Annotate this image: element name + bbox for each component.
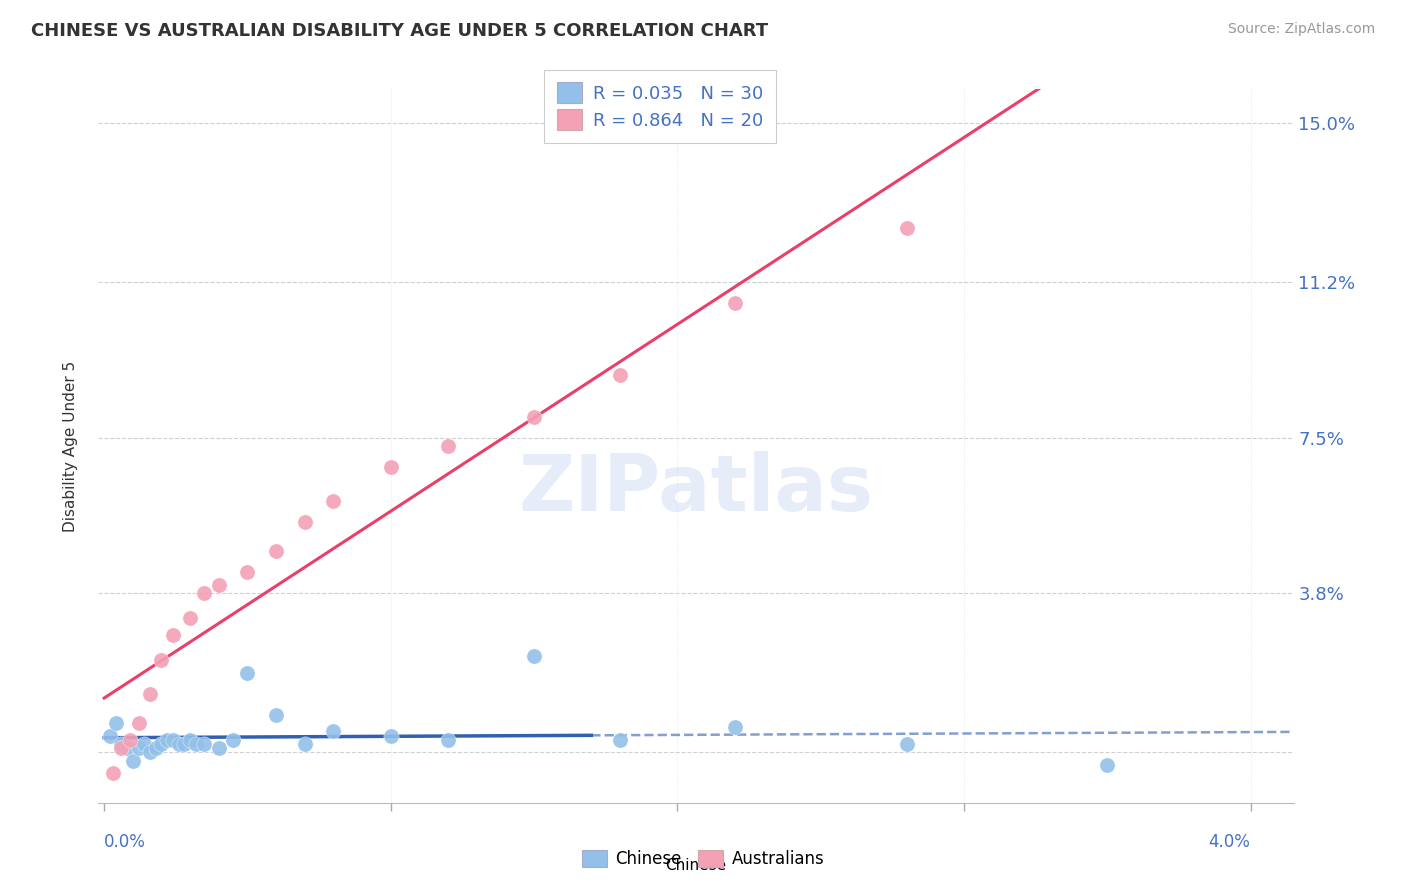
Point	[173, 737, 195, 751]
Text: 4.0%: 4.0%	[1209, 833, 1250, 851]
Point	[322, 724, 344, 739]
Point	[294, 515, 316, 529]
Point	[134, 737, 156, 751]
Point	[128, 716, 150, 731]
Text: 0.0%: 0.0%	[104, 833, 146, 851]
Point	[110, 741, 132, 756]
Point	[437, 732, 460, 747]
Point	[128, 741, 150, 756]
Point	[179, 611, 201, 625]
Text: ZIPatlas: ZIPatlas	[519, 450, 873, 527]
Point	[264, 707, 287, 722]
Point	[98, 729, 121, 743]
Legend: R = 0.035   N = 30, R = 0.864   N = 20: R = 0.035 N = 30, R = 0.864 N = 20	[544, 70, 776, 143]
Point	[150, 653, 173, 667]
Point	[167, 737, 190, 751]
Point	[523, 648, 546, 663]
Point	[380, 460, 402, 475]
Point	[208, 741, 231, 756]
Point	[322, 493, 344, 508]
Point	[162, 732, 184, 747]
Point	[139, 746, 162, 760]
Point	[609, 732, 631, 747]
Point	[104, 716, 127, 731]
Point	[139, 687, 162, 701]
Point	[264, 544, 287, 558]
Point	[724, 296, 747, 310]
Point	[222, 732, 245, 747]
Point	[193, 737, 215, 751]
Point	[1097, 758, 1119, 772]
Point	[193, 586, 215, 600]
Point	[184, 737, 207, 751]
Point	[179, 732, 201, 747]
Point	[110, 737, 132, 751]
Point	[523, 409, 546, 424]
Point	[118, 732, 141, 747]
Point	[294, 737, 316, 751]
Point	[896, 220, 918, 235]
Point	[145, 741, 167, 756]
Point	[896, 737, 918, 751]
Point	[101, 766, 124, 780]
Y-axis label: Disability Age Under 5: Disability Age Under 5	[63, 360, 77, 532]
Text: CHINESE VS AUSTRALIAN DISABILITY AGE UNDER 5 CORRELATION CHART: CHINESE VS AUSTRALIAN DISABILITY AGE UND…	[31, 22, 768, 40]
Point	[236, 565, 259, 579]
Point	[115, 741, 138, 756]
Point	[208, 577, 231, 591]
Point	[236, 665, 259, 680]
Point	[156, 732, 179, 747]
Text: Chinese: Chinese	[665, 858, 727, 873]
Point	[724, 720, 747, 734]
Point	[437, 439, 460, 453]
Point	[121, 754, 143, 768]
Legend: Chinese, Australians: Chinese, Australians	[575, 843, 831, 875]
Point	[150, 737, 173, 751]
Point	[609, 368, 631, 382]
Point	[380, 729, 402, 743]
Text: Source: ZipAtlas.com: Source: ZipAtlas.com	[1227, 22, 1375, 37]
Point	[162, 628, 184, 642]
